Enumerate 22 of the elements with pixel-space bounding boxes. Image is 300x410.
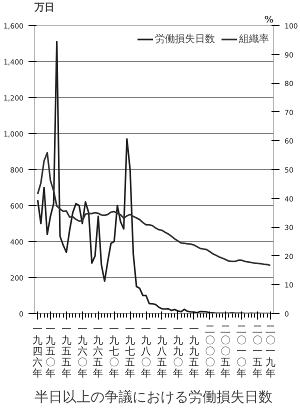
x-tick-label: 二〇一五年 — [252, 324, 263, 380]
x-tick-label: 一九八〇年 — [141, 324, 152, 380]
line-series — [36, 152, 272, 266]
x-tick-label: 一九八五年 — [156, 324, 167, 380]
x-tick-label: 一九七五年 — [125, 324, 136, 380]
x-tick-label: 一九五〇年 — [45, 324, 56, 380]
x-tick-label: 一九七〇年 — [109, 324, 120, 380]
x-tick-label: 一九九五年 — [188, 324, 199, 380]
y-axis-title: 万日 — [34, 2, 54, 14]
y2-axis-title: % — [264, 16, 274, 26]
legend-label: 労働損失日数 — [155, 32, 215, 46]
x-tick-label: 二〇〇五年 — [220, 324, 231, 380]
x-tick-label: 二〇一九年 — [265, 324, 276, 380]
x-tick-label: 二〇〇〇年 — [204, 324, 215, 380]
x-tick-label: 一九五五年 — [61, 324, 72, 380]
x-tick-label: 一九四六年 — [32, 324, 43, 380]
text: 半日以上の争議における労働損失日数 — [34, 390, 272, 406]
x-tick-label: 一九六〇年 — [77, 324, 88, 380]
x-tick-label: 二〇一〇年 — [236, 324, 247, 380]
x-tick-label: 一九九〇年 — [172, 324, 183, 380]
x-tick-label: 一九六五年 — [93, 324, 104, 380]
legend-label: 組織率 — [239, 32, 269, 46]
